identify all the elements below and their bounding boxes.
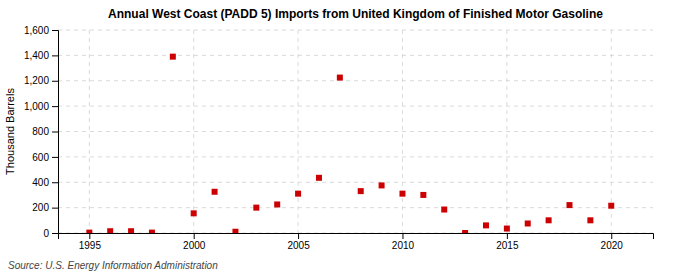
- point: [399, 191, 405, 197]
- grid: [58, 30, 653, 233]
- point: [212, 189, 218, 195]
- chart-container: 1995 2000 2005 2010 2015 2020 0 200 400 600 800 1,0…: [0, 0, 675, 275]
- points: [86, 54, 614, 233]
- tick: 2000: [183, 233, 206, 251]
- point: [149, 230, 155, 233]
- grid-line: [58, 182, 653, 183]
- tick-label: 2000: [183, 240, 206, 251]
- point: [232, 229, 238, 233]
- grid-line: [402, 30, 403, 233]
- plot-area: 1995 2000 2005 2010 2015 2020 0 200 400 600 800 1,0…: [24, 25, 654, 251]
- tick: 1,600: [24, 25, 58, 36]
- point: [441, 207, 447, 213]
- point: [546, 217, 552, 223]
- grid-line: [58, 207, 653, 208]
- grid-line: [611, 30, 612, 233]
- tick-mark: [402, 233, 403, 239]
- tick: 2005: [287, 233, 310, 251]
- tick: 800: [32, 126, 58, 137]
- point: [420, 192, 426, 198]
- title: Annual West Coast (PADD 5) Imports from …: [108, 7, 603, 21]
- point: [483, 222, 489, 228]
- point: [337, 75, 343, 81]
- grid-line: [506, 30, 507, 233]
- tick-mark: [52, 55, 58, 56]
- point: [316, 175, 322, 181]
- point: [107, 228, 113, 233]
- grid-line: [58, 30, 653, 31]
- tick-label: 200: [32, 202, 49, 213]
- grid-line: [58, 156, 653, 157]
- point: [295, 191, 301, 197]
- tick-mark: [52, 81, 58, 82]
- y-axis: 0 200 400 600 800 1,000 1,200 1,400 1,600: [24, 25, 59, 239]
- point: [128, 228, 134, 233]
- tick: 600: [32, 152, 58, 163]
- tick-label: 600: [32, 152, 49, 163]
- chart-svg: 1995 2000 2005 2010 2015 2020 0 200 400 600 800 1,0…: [0, 0, 675, 275]
- tick-mark: [52, 132, 58, 133]
- point: [379, 182, 385, 188]
- point: [566, 202, 572, 208]
- tick-mark: [52, 30, 58, 31]
- tick: 2020: [601, 233, 624, 251]
- tick-label: 1,000: [24, 101, 49, 112]
- tick: 2010: [392, 233, 415, 251]
- tick-label: 1,200: [24, 75, 49, 86]
- point: [525, 220, 531, 226]
- tick-label: 1995: [79, 240, 102, 251]
- tick: 400: [32, 177, 58, 188]
- tick-mark: [507, 233, 508, 239]
- tick: 1,400: [24, 50, 58, 61]
- tick-label: 0: [43, 228, 49, 239]
- tick-label: 1,600: [24, 25, 49, 36]
- tick-label: 1,400: [24, 50, 49, 61]
- x-axis: 1995 2000 2005 2010 2015 2020: [59, 233, 654, 251]
- tick-mark: [52, 233, 58, 234]
- source-note: Source: U.S. Energy Information Administ…: [8, 260, 218, 271]
- point: [191, 210, 197, 216]
- point: [358, 188, 364, 194]
- point: [608, 203, 614, 209]
- tick-mark: [611, 233, 612, 239]
- point: [274, 201, 280, 207]
- tick: 1,000: [24, 101, 58, 112]
- tick: 200: [32, 202, 58, 213]
- tick: 1,200: [24, 75, 58, 86]
- tick: 0: [43, 228, 58, 239]
- grid-line: [58, 106, 653, 107]
- tick-mark: [52, 157, 58, 158]
- grid-line: [298, 30, 299, 233]
- tick-label: 2010: [392, 240, 415, 251]
- tick-label: 400: [32, 177, 49, 188]
- tick-mark: [52, 106, 58, 107]
- point: [253, 205, 259, 211]
- grid-line: [58, 80, 653, 81]
- grid-line: [58, 55, 653, 56]
- tick: 1995: [79, 233, 102, 251]
- point: [86, 230, 92, 233]
- tick-label: 800: [32, 126, 49, 137]
- grid-line: [193, 30, 194, 233]
- tick-label: 2020: [601, 240, 624, 251]
- grid-line: [89, 30, 90, 233]
- axis-line: [52, 31, 59, 234]
- tick-mark: [89, 233, 90, 239]
- tick-label: 2005: [287, 240, 310, 251]
- point: [504, 226, 510, 232]
- point: [462, 230, 468, 233]
- tick-mark: [298, 233, 299, 239]
- grid-line: [58, 131, 653, 132]
- point: [170, 54, 176, 60]
- y-axis-title: Thousand Barrels: [4, 88, 16, 175]
- tick-label: 2015: [496, 240, 519, 251]
- axis-line: [59, 234, 654, 240]
- tick-mark: [52, 182, 58, 183]
- tick: 2015: [496, 233, 519, 251]
- tick-mark: [52, 208, 58, 209]
- point: [587, 217, 593, 223]
- tick-mark: [194, 233, 195, 239]
